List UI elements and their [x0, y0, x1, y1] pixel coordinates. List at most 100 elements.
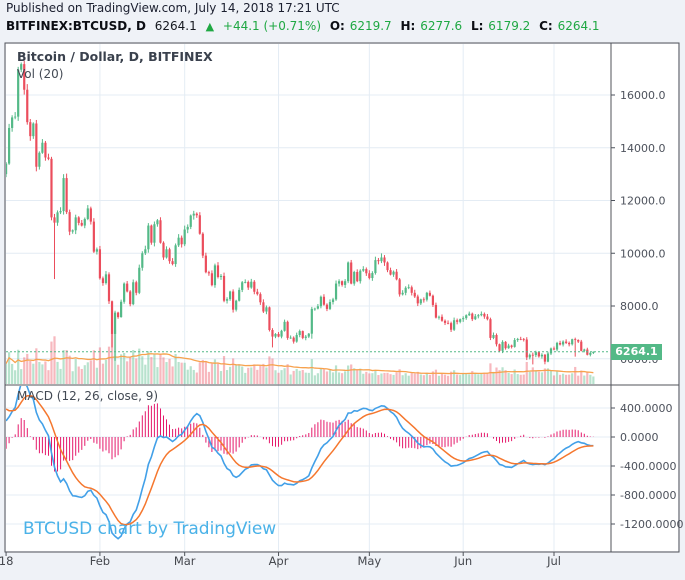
volume-bar — [162, 357, 165, 384]
volume-bar — [232, 358, 235, 384]
open-value: 6219.7 — [349, 19, 392, 33]
time-axis-label: Mar — [174, 554, 196, 568]
candle-body — [474, 316, 477, 320]
candle-body — [44, 142, 47, 158]
candle-body — [310, 308, 313, 334]
watermark-link[interactable]: BTCUSD chart by TradingView — [23, 519, 277, 539]
low-value: 6179.2 — [488, 19, 531, 33]
volume-bar — [222, 356, 226, 384]
volume-bar — [219, 371, 223, 384]
volume-bar — [347, 365, 350, 384]
candle-body — [274, 333, 277, 337]
candle-body — [201, 233, 204, 256]
volume-bar — [492, 371, 495, 384]
candle-body — [177, 237, 180, 246]
volume-bar — [289, 374, 292, 384]
volume-bar — [437, 375, 441, 384]
candle-body — [35, 123, 38, 167]
candle-body — [489, 319, 492, 338]
volume-bar — [359, 368, 362, 384]
candle-body — [98, 249, 102, 279]
candle-body — [543, 354, 547, 362]
candle-body — [443, 320, 447, 323]
volume-bar — [189, 366, 192, 384]
candle-body — [580, 341, 583, 351]
volume-bar — [328, 369, 332, 384]
candle-body — [144, 249, 147, 254]
candle-body — [174, 245, 177, 265]
volume-bar — [201, 359, 204, 384]
candle-body — [371, 273, 374, 279]
volume-bar — [150, 357, 153, 384]
candle-body — [468, 313, 471, 316]
candle-body — [565, 341, 568, 343]
macd-histogram — [6, 403, 594, 472]
candle-body — [165, 249, 168, 258]
candle-body — [256, 291, 259, 295]
volume-bar — [86, 362, 89, 384]
candle-body — [147, 225, 150, 250]
volume-bar — [38, 361, 41, 384]
candle-body — [516, 338, 519, 341]
legend-symbol-title[interactable]: Bitcoin / Dollar, D, BITFINEX — [17, 49, 213, 64]
volume-bar — [325, 371, 329, 384]
volume-bar — [471, 371, 474, 384]
candle-body — [280, 330, 283, 337]
candle-body — [207, 272, 210, 274]
legend-macd-indicator[interactable]: MACD (12, 26, close, 9) — [17, 389, 159, 403]
candle-body — [104, 274, 108, 284]
candle-body — [398, 279, 401, 295]
volume-bar — [586, 372, 589, 384]
volume-bar — [277, 372, 280, 384]
volume-bar — [95, 367, 98, 384]
volume-bar — [504, 370, 507, 384]
candle-body — [62, 178, 65, 212]
volume-bar — [262, 363, 265, 384]
candle-body — [519, 338, 522, 340]
candle-body — [271, 330, 274, 337]
volume-bar — [344, 371, 347, 384]
candle-body — [250, 281, 253, 288]
candle-body — [456, 320, 459, 322]
macd-signal-line — [6, 394, 594, 526]
volume-bar — [156, 367, 159, 384]
candle-body — [56, 212, 59, 223]
volume-bar — [101, 363, 105, 384]
volume-bar — [549, 370, 553, 384]
candle-body — [74, 217, 77, 231]
axis-tick-label: -1200.0000 — [620, 518, 683, 531]
candle-body — [577, 340, 580, 342]
volume-bar — [123, 352, 126, 384]
candle-body — [386, 262, 389, 271]
time-axis[interactable]: 18 Feb Mar Apr May Jun Jul — [0, 552, 561, 568]
volume-bar — [53, 336, 56, 384]
volume-bar — [525, 361, 528, 384]
volume-bar — [322, 369, 326, 384]
volume-bar — [546, 368, 550, 384]
candle-body — [316, 306, 319, 309]
price-pane[interactable] — [5, 60, 610, 384]
volume-bar — [250, 367, 253, 384]
candle-body — [480, 313, 483, 316]
candle-body — [141, 253, 144, 268]
candle-body — [195, 213, 198, 216]
macd-pane[interactable] — [6, 381, 594, 540]
volume-bar — [107, 346, 111, 384]
candle-body — [501, 341, 504, 351]
high-label: H: — [400, 19, 416, 33]
volume-bar — [104, 359, 108, 384]
candle-body — [26, 89, 29, 123]
volume-bar — [368, 373, 371, 384]
candle-body — [268, 307, 271, 331]
volume-bar — [589, 374, 592, 384]
volume-bar — [583, 375, 586, 384]
candle-body — [83, 218, 86, 226]
volume-bar — [7, 352, 11, 384]
candle-body — [462, 318, 465, 320]
candle-body — [337, 281, 341, 284]
candle-body — [319, 296, 323, 307]
volume-bar — [20, 369, 23, 384]
legend-volume-indicator[interactable]: Vol (20) — [17, 67, 64, 81]
candle-body — [41, 142, 44, 153]
